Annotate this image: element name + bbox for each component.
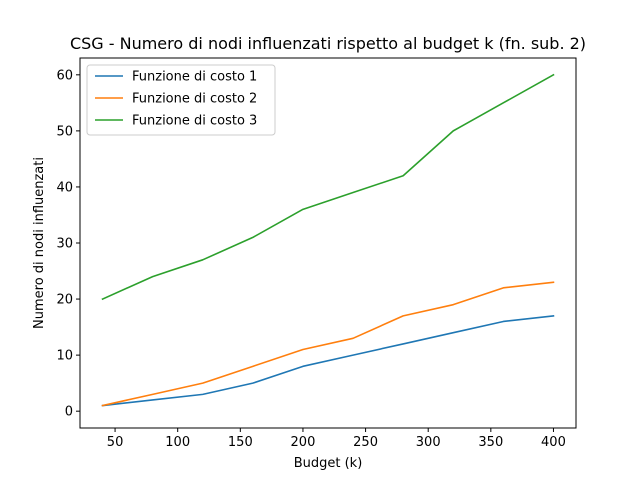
legend-box	[86, 64, 276, 136]
x-axis-label: Budget (k)	[294, 456, 363, 471]
y-tick-label: 40	[56, 180, 73, 195]
x-tick-label: 400	[541, 435, 566, 450]
legend-label-1: Funzione di costo 1	[132, 70, 257, 85]
chart-title: CSG - Numero di nodi influenzati rispett…	[70, 34, 586, 53]
legend-label-3: Funzione di costo 3	[132, 114, 257, 129]
legend: Funzione di costo 1 Funzione di costo 2 Fu…	[86, 64, 276, 136]
x-tick-label: 300	[416, 435, 441, 450]
y-tick-label: 30	[56, 237, 73, 252]
series-line-1	[101, 314, 555, 407]
x-tick-label: 50	[107, 435, 124, 450]
y-tick-label: 50	[56, 124, 73, 139]
series-line-2	[101, 281, 555, 407]
y-tick-label: 60	[56, 68, 73, 83]
y-tick-label: 0	[65, 405, 73, 420]
y-tick-label: 20	[56, 293, 73, 308]
y-axis: 0 10 20 30 40 50 60	[56, 68, 80, 420]
x-tick-label: 350	[478, 435, 503, 450]
plot-area	[101, 73, 555, 407]
x-tick-label: 150	[228, 435, 253, 450]
y-tick-label: 10	[56, 349, 73, 364]
legend-label-2: Funzione di costo 2	[132, 92, 257, 107]
x-tick-label: 100	[165, 435, 190, 450]
x-axis: 50 100 150 200 250 300 350 400	[107, 428, 566, 450]
series-line-3	[101, 73, 555, 301]
y-axis-label: Numero di nodi influenzati	[32, 157, 47, 329]
x-tick-label: 200	[291, 435, 316, 450]
x-tick-label: 250	[353, 435, 378, 450]
